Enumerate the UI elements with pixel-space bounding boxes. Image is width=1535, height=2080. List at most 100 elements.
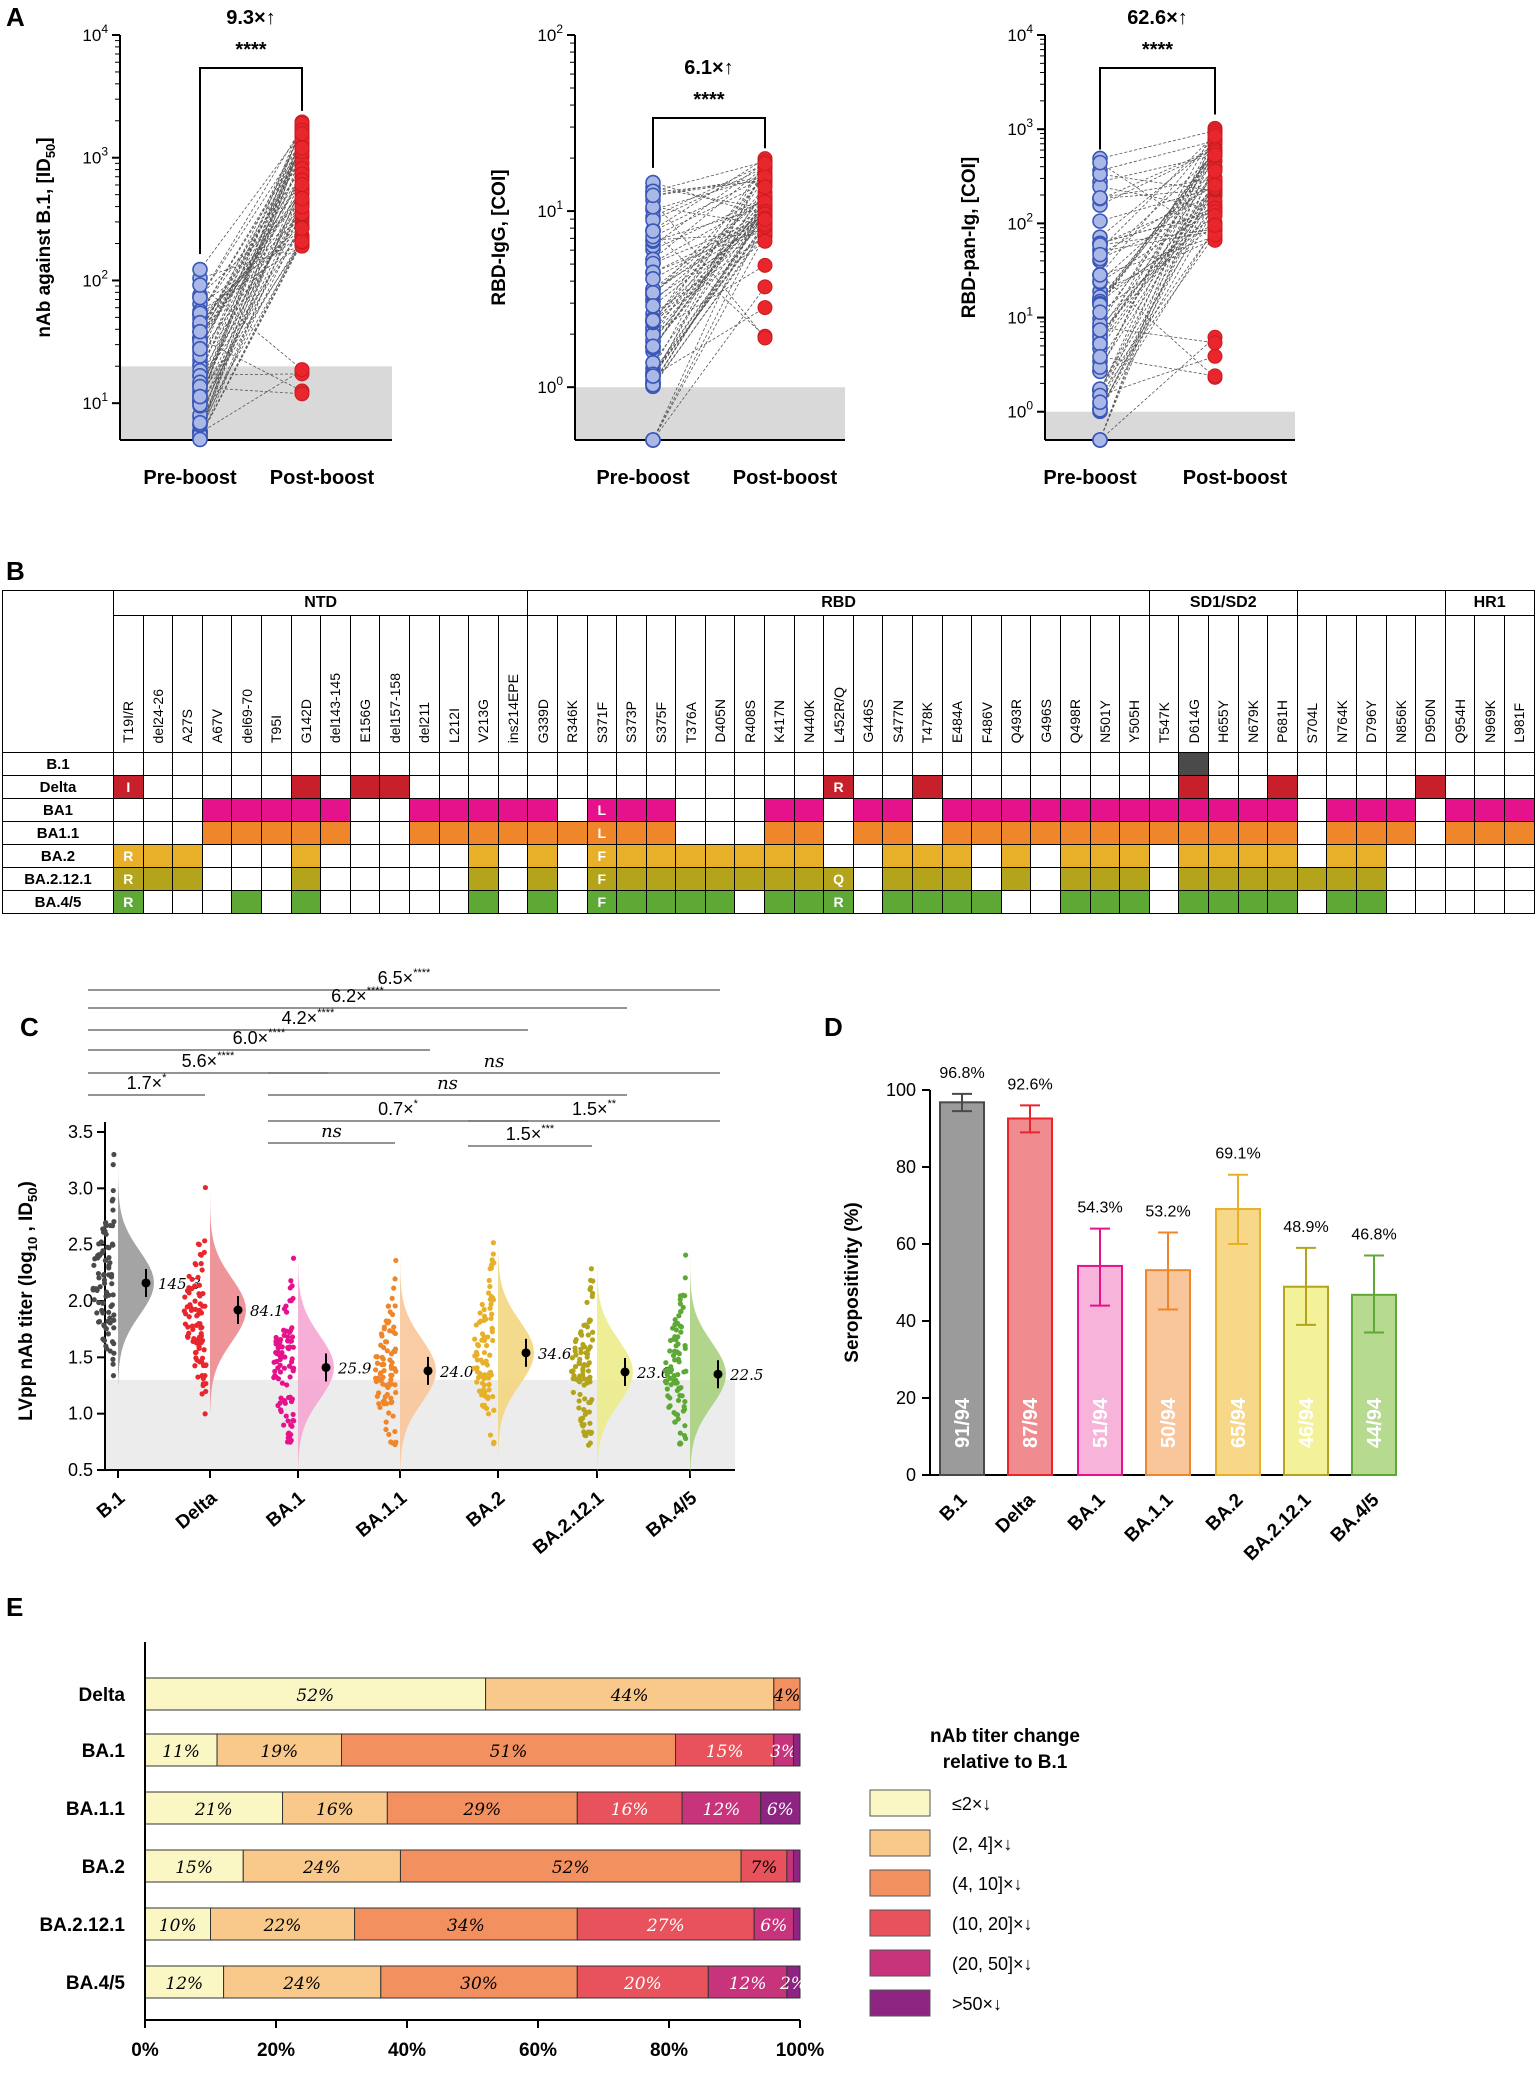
mutation-header: T95I [260, 615, 292, 753]
data-point [481, 1306, 487, 1313]
bar [1215, 1207, 1261, 1476]
mutation-cell [527, 775, 558, 799]
data-point [197, 1293, 203, 1299]
mutation-cell [260, 867, 292, 891]
y-axis-label: Seropositivity (%) [842, 1202, 863, 1362]
mutation-cell [438, 821, 470, 845]
mutation-cell [1119, 821, 1150, 845]
mutation-cell [497, 844, 529, 868]
data-point [388, 1400, 394, 1406]
mutation-cell [675, 752, 706, 776]
mutation-cell [290, 867, 322, 891]
data-point [682, 1345, 688, 1352]
pair-line [1099, 149, 1216, 304]
pair-line [1099, 152, 1216, 301]
mutation-cell [556, 798, 588, 822]
pair-line [199, 228, 303, 397]
mutation-cell [852, 890, 884, 914]
y-tick-label: 3.5 [68, 1122, 93, 1142]
data-point [107, 1260, 113, 1266]
legend-swatch [869, 1989, 931, 2017]
mutation-cell [1030, 867, 1061, 891]
y-tick-label: 0.5 [68, 1460, 93, 1480]
data-point [671, 1410, 677, 1416]
data-point [289, 1423, 295, 1429]
mutation-cell [1000, 775, 1032, 799]
mutation-header: L452R/Q [823, 615, 854, 753]
data-point [672, 1317, 678, 1323]
data-point [196, 1334, 203, 1340]
data-point [375, 1390, 382, 1396]
data-point [485, 1290, 492, 1296]
pair-line [1099, 183, 1216, 338]
data-point [378, 1370, 384, 1376]
mutation-cell [1267, 867, 1298, 891]
mutation-cell [1060, 775, 1091, 799]
data-point [289, 1334, 296, 1340]
pre-boost-point [1092, 432, 1108, 448]
mutation-cell [1267, 775, 1298, 799]
pair-line [1099, 187, 1216, 390]
data-point [590, 1329, 596, 1335]
mutation-cell [201, 752, 233, 776]
mutation-cell [971, 775, 1002, 799]
data-point [675, 1341, 681, 1347]
group-header: HR1 [1444, 590, 1535, 616]
segment-label: 20% [623, 1974, 662, 1994]
pair-line [1099, 234, 1216, 396]
mutation-cell [556, 775, 588, 799]
data-point [290, 1365, 297, 1371]
mutation-cell [468, 821, 499, 845]
mutation-cell [645, 775, 677, 799]
data-point [290, 1255, 297, 1261]
data-point [487, 1305, 493, 1311]
pre-boost-point [645, 187, 661, 204]
count-label: 46/94 [1296, 1397, 1318, 1448]
mutation-cell [912, 890, 943, 914]
violin-half [298, 1221, 334, 1469]
pre-boost-point [192, 414, 208, 431]
pair-line [652, 201, 766, 347]
mutation-header: S375F [645, 615, 677, 753]
mutation-cell [438, 867, 470, 891]
data-point [477, 1310, 483, 1316]
segment-label: 11% [162, 1742, 200, 1762]
mutation-cell [1178, 844, 1209, 868]
x-tick-label: BA.1 [1064, 1489, 1110, 1535]
panel-letter-d: D [824, 1012, 843, 1042]
data-point [491, 1407, 497, 1413]
data-point [570, 1389, 576, 1396]
data-point [489, 1257, 495, 1263]
mutation-cell [1119, 867, 1150, 891]
mutation-cell [645, 798, 677, 822]
mutation-cell [527, 798, 558, 822]
pair-line [1099, 166, 1216, 319]
mutation-cell [704, 798, 736, 822]
mutation-cell [468, 752, 499, 776]
pair-line [652, 182, 766, 216]
mutation-cell [1415, 752, 1446, 776]
stacked-segment [216, 1733, 342, 1767]
mutation-label: Q498R [1067, 698, 1084, 743]
mutation-cell [1267, 821, 1298, 845]
stacked-segment [341, 1733, 677, 1767]
data-point [667, 1348, 673, 1354]
mutation-cell [645, 867, 677, 891]
data-point [290, 1417, 296, 1424]
data-point [202, 1411, 208, 1417]
pre-boost-point [645, 298, 661, 314]
mutation-cell [941, 844, 973, 868]
mutation-cell [616, 752, 647, 776]
mutation-cell [764, 775, 795, 799]
pair-line [1099, 187, 1216, 349]
mutation-cell [172, 821, 203, 845]
mutation-cell [882, 844, 914, 868]
mutation-cell [231, 890, 262, 914]
pair-line [199, 163, 303, 348]
panel-letter-c: C [20, 1012, 39, 1042]
mutation-cell [1326, 890, 1357, 914]
data-point [588, 1430, 594, 1436]
pair-line [652, 218, 766, 273]
data-point [683, 1368, 689, 1374]
mutation-cell [142, 821, 174, 845]
